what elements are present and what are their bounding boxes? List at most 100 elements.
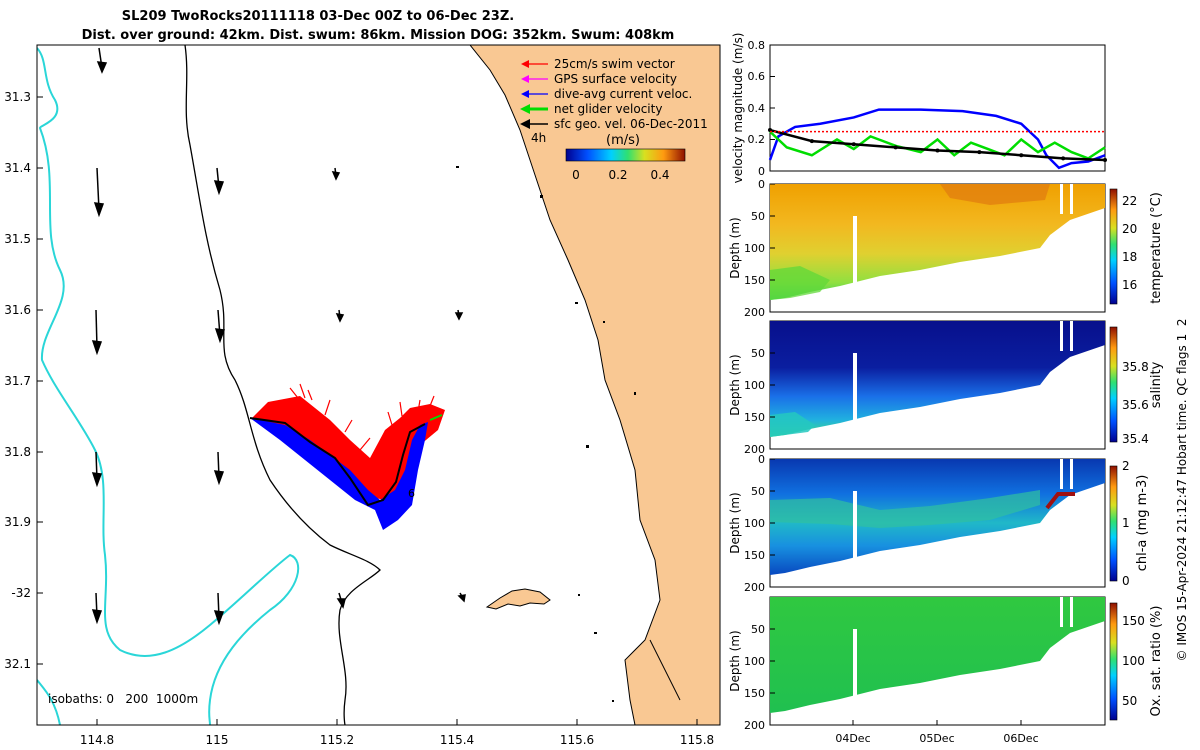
map-ytick: 31.6 (4, 303, 31, 317)
geo-arrow (336, 592, 346, 609)
figure-title-line1: SL209 TwoRocks20111118 03-Dec 00Z to 06-… (122, 9, 514, 24)
hour-tag: 4h (531, 131, 546, 145)
salinity-ytick: 50 (751, 347, 765, 360)
legend-item-swim: 25cm/s swim vector (521, 57, 675, 71)
chl-panel (769, 458, 1106, 588)
sfc-geo-velocity-point (977, 150, 982, 155)
map-colorbar-tick: 0 (572, 168, 580, 182)
isobaths-label: isobaths: 0 200 1000m (48, 692, 198, 706)
temperature-panel (769, 183, 1106, 313)
geo-arrow (454, 309, 464, 321)
geo-arrow (91, 309, 103, 356)
temperature-cbar-tick: 22 (1122, 194, 1137, 208)
map-colorbar-unit: (m/s) (606, 133, 640, 148)
map-ytick: 31.3 (4, 90, 31, 104)
temperature-ytick: 100 (744, 242, 765, 255)
time-xtick: 06Dec (1003, 732, 1038, 745)
credit-text: © IMOS 15-Apr-2024 21:12:47 Hobart time.… (1175, 319, 1189, 662)
chl-ylabel: Depth (m) (728, 492, 742, 553)
sfc-geo-velocity-point (935, 148, 940, 153)
chl-ytick: 150 (744, 549, 765, 562)
land-island (485, 588, 551, 610)
legend-item-dive-avg: dive-avg current veloc. (521, 87, 692, 101)
time-xtick: 05Dec (919, 732, 954, 745)
oxygen-y-ticks (770, 628, 775, 726)
map-colorbar (565, 148, 686, 162)
sfc-geo-velocity-point (851, 142, 856, 147)
track-end-tag: 6 (408, 487, 415, 500)
svg-text:sfc geo. vel. 06-Dec-2011: sfc geo. vel. 06-Dec-2011 (554, 117, 708, 131)
map-xtick: 115.2 (320, 733, 354, 747)
oxygen-gaps (853, 597, 1073, 701)
salinity-panel (769, 320, 1106, 450)
geo-arrow (93, 167, 105, 218)
chl-cbar-tick: 2 (1122, 459, 1130, 473)
chl-max-layer (770, 490, 1040, 528)
velocity-ytick: 0 (758, 165, 765, 178)
geo-arrow (91, 451, 103, 488)
salinity-colorbar (1109, 326, 1118, 443)
temperature-ytick: 50 (751, 210, 765, 223)
salinity-gaps (853, 321, 1073, 425)
map-xtick: 115 (206, 733, 229, 747)
oxygen-cbar-tick: 100 (1122, 654, 1145, 668)
dive-avg-current (250, 418, 428, 530)
svg-text:GPS surface velocity: GPS surface velocity (554, 72, 677, 86)
isobath-0m-coast-detail (649, 639, 681, 701)
chl-cbar-tick: 1 (1122, 516, 1130, 530)
salinity-cbar-tick: 35.4 (1122, 432, 1149, 446)
legend-item-gps: GPS surface velocity (521, 72, 677, 86)
map-xtick: 114.8 (80, 733, 114, 747)
geo-arrow (335, 309, 345, 323)
net-glider-velocity-line (769, 130, 1106, 160)
temperature-cool-patch (770, 266, 830, 300)
sfc-geo-vectors (91, 47, 466, 626)
figure-title-line2: Dist. over ground: 42km. Dist. swum: 86k… (82, 28, 675, 43)
salinity-cbar-tick: 35.6 (1122, 398, 1149, 412)
legend-item-net: net glider velocity (520, 102, 662, 116)
chl-ytick: 200 (744, 581, 765, 594)
dive-avg-velocity-line (768, 108, 1106, 170)
map-ytick: 32.1 (4, 657, 31, 671)
geo-arrow (213, 592, 225, 626)
salinity-fresh-core (770, 412, 815, 437)
chl-gaps (853, 459, 1073, 563)
map-ytick: 31.5 (4, 232, 31, 246)
oxygen-ytick: 200 (744, 719, 765, 732)
chl-ytick: 0 (758, 453, 765, 466)
temperature-y-ticks (770, 183, 775, 313)
chl-cbar-tick: 0 (1122, 574, 1130, 588)
salinity-ytick: 100 (744, 379, 765, 392)
map-legend: 25cm/s swim vector GPS surface velocity … (520, 57, 708, 182)
map-ytick: 31.4 (4, 161, 31, 175)
sfc-geo-velocity-point (809, 139, 814, 144)
velocity-ytick: 0.4 (748, 102, 766, 115)
chl-surface-red (1045, 492, 1075, 510)
chl-y-ticks (770, 458, 775, 588)
sfc-geo-velocity-point (893, 145, 898, 150)
velocity-ylabel: velocity magnitude (m/s) (731, 33, 745, 184)
velocity-ytick: 0.8 (748, 39, 766, 52)
temperature-warm-patch (940, 184, 1050, 205)
map-frame (36, 44, 721, 726)
temperature-cbar-tick: 18 (1122, 250, 1137, 264)
geo-arrow (214, 309, 226, 344)
legend-item-geo: sfc geo. vel. 06-Dec-2011 (520, 117, 708, 131)
velocity-series (768, 108, 1107, 170)
sfc-geo-velocity-point (1019, 153, 1024, 158)
map-xtick: 115.8 (680, 733, 714, 747)
map-panel: 6 114.8 115 115.2 115.4 115.6 115.8 31.3… (4, 44, 721, 747)
swim-vectors (252, 383, 445, 500)
map-ytick: 31.9 (4, 515, 31, 529)
net-velocity-segment (429, 414, 443, 421)
temperature-ytick: 0 (758, 178, 765, 191)
geo-arrow (91, 592, 103, 625)
map-colorbar-tick: 0.2 (608, 168, 627, 182)
temperature-ytick: 150 (744, 274, 765, 287)
map-colorbar-tick: 0.4 (650, 168, 669, 182)
geo-arrow (213, 167, 225, 196)
map-y-ticks (37, 96, 43, 665)
temperature-gaps (853, 184, 1073, 288)
sfc-geo-velocity-point (1103, 157, 1107, 162)
